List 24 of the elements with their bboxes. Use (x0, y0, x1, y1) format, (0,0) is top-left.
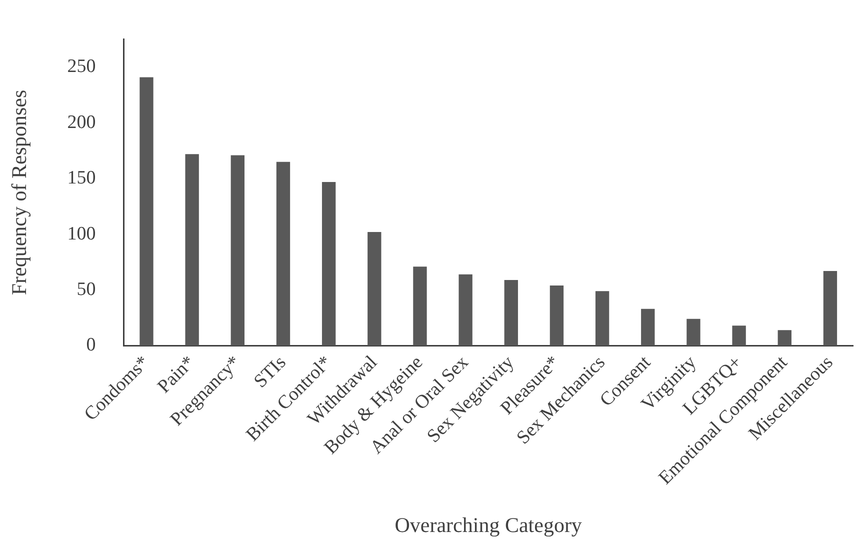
y-tick-label: 100 (67, 223, 96, 244)
bar (732, 326, 746, 346)
x-axis-title: Overarching Category (394, 512, 582, 537)
bar (140, 77, 154, 346)
bar (276, 162, 290, 346)
bar (595, 291, 610, 346)
bar (413, 266, 427, 346)
y-tick-label: 250 (67, 56, 96, 78)
bar (230, 155, 244, 346)
bar (504, 280, 518, 346)
bar (823, 271, 838, 346)
bar (368, 232, 382, 346)
bar (686, 318, 700, 346)
bar (185, 154, 199, 346)
y-tick-label: 150 (67, 168, 96, 189)
bar (550, 286, 564, 346)
bar (641, 308, 655, 346)
y-axis-title: Frequency of Responses (7, 90, 32, 296)
bar (458, 274, 472, 346)
bar (322, 182, 336, 346)
y-tick-label: 50 (76, 278, 96, 300)
y-tick-label: 0 (86, 334, 96, 356)
y-tick-label: 200 (67, 112, 96, 133)
bar (778, 330, 792, 346)
